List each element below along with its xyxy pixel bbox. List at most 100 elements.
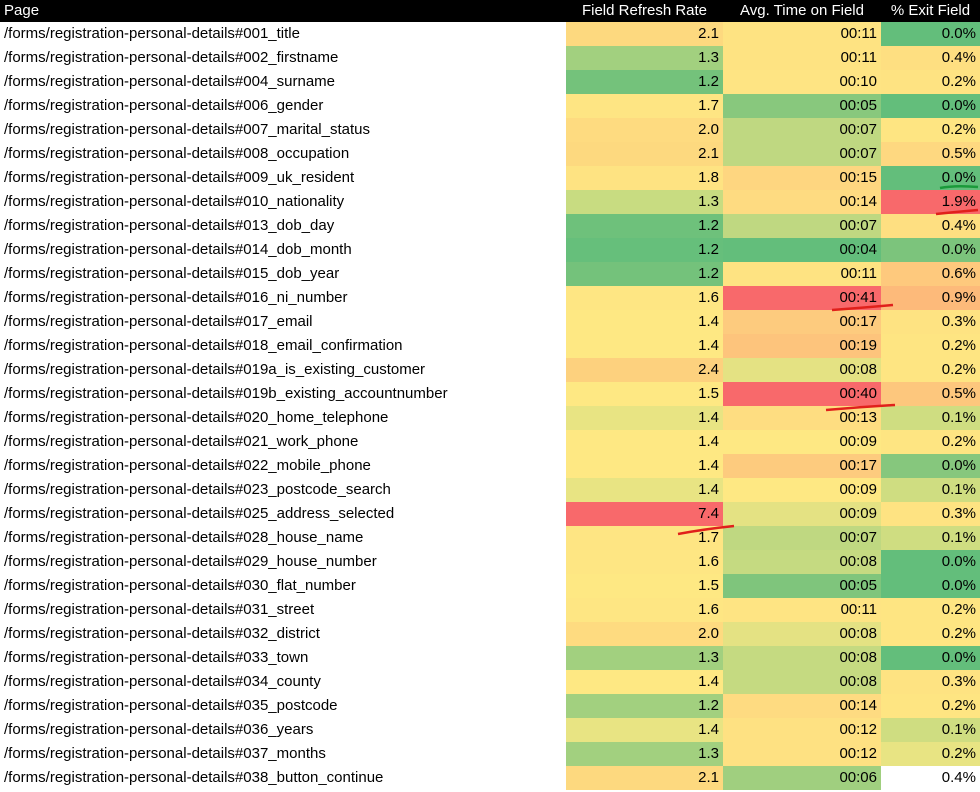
avg-time-cell: 00:11: [723, 598, 881, 622]
exit-field-cell: 0.2%: [881, 358, 980, 382]
page-cell: /forms/registration-personal-details#015…: [4, 265, 340, 282]
refresh-rate-cell: 1.2: [566, 262, 723, 286]
table-row: /forms/registration-personal-details#004…: [0, 70, 980, 94]
exit-field-cell: 0.1%: [881, 406, 980, 430]
refresh-rate-cell: 2.0: [566, 118, 723, 142]
avg-time-cell: 00:08: [723, 670, 881, 694]
refresh-rate-cell: 2.1: [566, 766, 723, 790]
exit-field-cell: 0.0%: [881, 454, 980, 478]
table-header: Page Field Refresh Rate Avg. Time on Fie…: [0, 0, 980, 22]
avg-time-cell: 00:41: [723, 286, 881, 310]
avg-time-cell: 00:08: [723, 622, 881, 646]
avg-time-cell: 00:14: [723, 694, 881, 718]
page-cell: /forms/registration-personal-details#006…: [4, 97, 324, 114]
table-row: /forms/registration-personal-details#038…: [0, 766, 980, 790]
avg-time-cell: 00:06: [723, 766, 881, 790]
exit-field-cell: 0.0%: [881, 574, 980, 598]
page-cell: /forms/registration-personal-details#017…: [4, 313, 313, 330]
refresh-rate-cell: 1.4: [566, 310, 723, 334]
page-cell: /forms/registration-personal-details#010…: [4, 193, 345, 210]
table-row: /forms/registration-personal-details#025…: [0, 502, 980, 526]
page-cell: /forms/registration-personal-details#018…: [4, 337, 403, 354]
avg-time-cell: 00:05: [723, 574, 881, 598]
page-cell: /forms/registration-personal-details#035…: [4, 697, 338, 714]
refresh-rate-cell: 2.1: [566, 142, 723, 166]
exit-field-cell: 0.3%: [881, 502, 980, 526]
exit-field-cell: 0.4%: [881, 46, 980, 70]
avg-time-cell: 00:12: [723, 718, 881, 742]
refresh-rate-cell: 1.5: [566, 574, 723, 598]
table-row: /forms/registration-personal-details#035…: [0, 694, 980, 718]
exit-field-cell: 0.0%: [881, 166, 980, 190]
table-row: /forms/registration-personal-details#001…: [0, 22, 980, 46]
refresh-rate-cell: 1.2: [566, 214, 723, 238]
avg-time-cell: 00:07: [723, 118, 881, 142]
refresh-rate-cell: 1.6: [566, 598, 723, 622]
table-row: /forms/registration-personal-details#020…: [0, 406, 980, 430]
column-header-avg-time-on-field[interactable]: Avg. Time on Field: [723, 0, 881, 22]
refresh-rate-cell: 1.3: [566, 46, 723, 70]
refresh-rate-cell: 1.5: [566, 382, 723, 406]
page-cell: /forms/registration-personal-details#019…: [4, 361, 426, 378]
column-header-page[interactable]: Page: [0, 0, 566, 22]
avg-time-cell: 00:07: [723, 142, 881, 166]
refresh-rate-cell: 2.1: [566, 22, 723, 46]
avg-time-cell: 00:19: [723, 334, 881, 358]
refresh-rate-cell: 1.4: [566, 430, 723, 454]
page-cell: /forms/registration-personal-details#004…: [4, 73, 335, 90]
exit-field-cell: 0.2%: [881, 70, 980, 94]
table-row: /forms/registration-personal-details#016…: [0, 286, 980, 310]
avg-time-cell: 00:17: [723, 310, 881, 334]
exit-field-cell: 0.2%: [881, 118, 980, 142]
avg-time-cell: 00:09: [723, 430, 881, 454]
table-row: /forms/registration-personal-details#015…: [0, 262, 980, 286]
page-cell: /forms/registration-personal-details#021…: [4, 433, 359, 450]
refresh-rate-cell: 1.3: [566, 190, 723, 214]
avg-time-cell: 00:14: [723, 190, 881, 214]
avg-time-cell: 00:08: [723, 550, 881, 574]
refresh-rate-cell: 1.2: [566, 70, 723, 94]
page-cell: /forms/registration-personal-details#016…: [4, 289, 348, 306]
page-cell: /forms/registration-personal-details#032…: [4, 625, 320, 642]
table-row: /forms/registration-personal-details#010…: [0, 190, 980, 214]
avg-time-cell: 00:12: [723, 742, 881, 766]
column-header-exit-field[interactable]: % Exit Field: [881, 0, 980, 22]
refresh-rate-cell: 1.4: [566, 478, 723, 502]
table-row: /forms/registration-personal-details#006…: [0, 94, 980, 118]
exit-field-cell: 0.0%: [881, 22, 980, 46]
table-row: /forms/registration-personal-details#008…: [0, 142, 980, 166]
page-cell: /forms/registration-personal-details#019…: [4, 385, 448, 402]
page-cell: /forms/registration-personal-details#013…: [4, 217, 335, 234]
avg-time-cell: 00:04: [723, 238, 881, 262]
table-row: /forms/registration-personal-details#013…: [0, 214, 980, 238]
table-row: /forms/registration-personal-details#018…: [0, 334, 980, 358]
table-row: /forms/registration-personal-details#002…: [0, 46, 980, 70]
refresh-rate-cell: 1.4: [566, 718, 723, 742]
avg-time-cell: 00:08: [723, 358, 881, 382]
exit-field-cell: 0.2%: [881, 334, 980, 358]
refresh-rate-cell: 1.3: [566, 646, 723, 670]
page-cell: /forms/registration-personal-details#009…: [4, 169, 355, 186]
avg-time-cell: 00:40: [723, 382, 881, 406]
avg-time-cell: 00:08: [723, 646, 881, 670]
page-cell: /forms/registration-personal-details#020…: [4, 409, 389, 426]
table-row: /forms/registration-personal-details#030…: [0, 574, 980, 598]
refresh-rate-cell: 1.6: [566, 550, 723, 574]
column-header-field-refresh-rate[interactable]: Field Refresh Rate: [566, 0, 723, 22]
page-cell: /forms/registration-personal-details#037…: [4, 745, 326, 762]
exit-field-cell: 0.2%: [881, 430, 980, 454]
page-cell: /forms/registration-personal-details#029…: [4, 553, 377, 570]
table-row: /forms/registration-personal-details#036…: [0, 718, 980, 742]
exit-field-cell: 0.6%: [881, 262, 980, 286]
table-row: /forms/registration-personal-details#017…: [0, 310, 980, 334]
table-row: /forms/registration-personal-details#029…: [0, 550, 980, 574]
page-cell: /forms/registration-personal-details#025…: [4, 505, 395, 522]
page-cell: /forms/registration-personal-details#031…: [4, 601, 315, 618]
refresh-rate-cell: 1.7: [566, 94, 723, 118]
exit-field-cell: 0.4%: [881, 214, 980, 238]
table-row: /forms/registration-personal-details#028…: [0, 526, 980, 550]
refresh-rate-cell: 1.2: [566, 694, 723, 718]
refresh-rate-cell: 1.4: [566, 670, 723, 694]
refresh-rate-cell: 7.4: [566, 502, 723, 526]
